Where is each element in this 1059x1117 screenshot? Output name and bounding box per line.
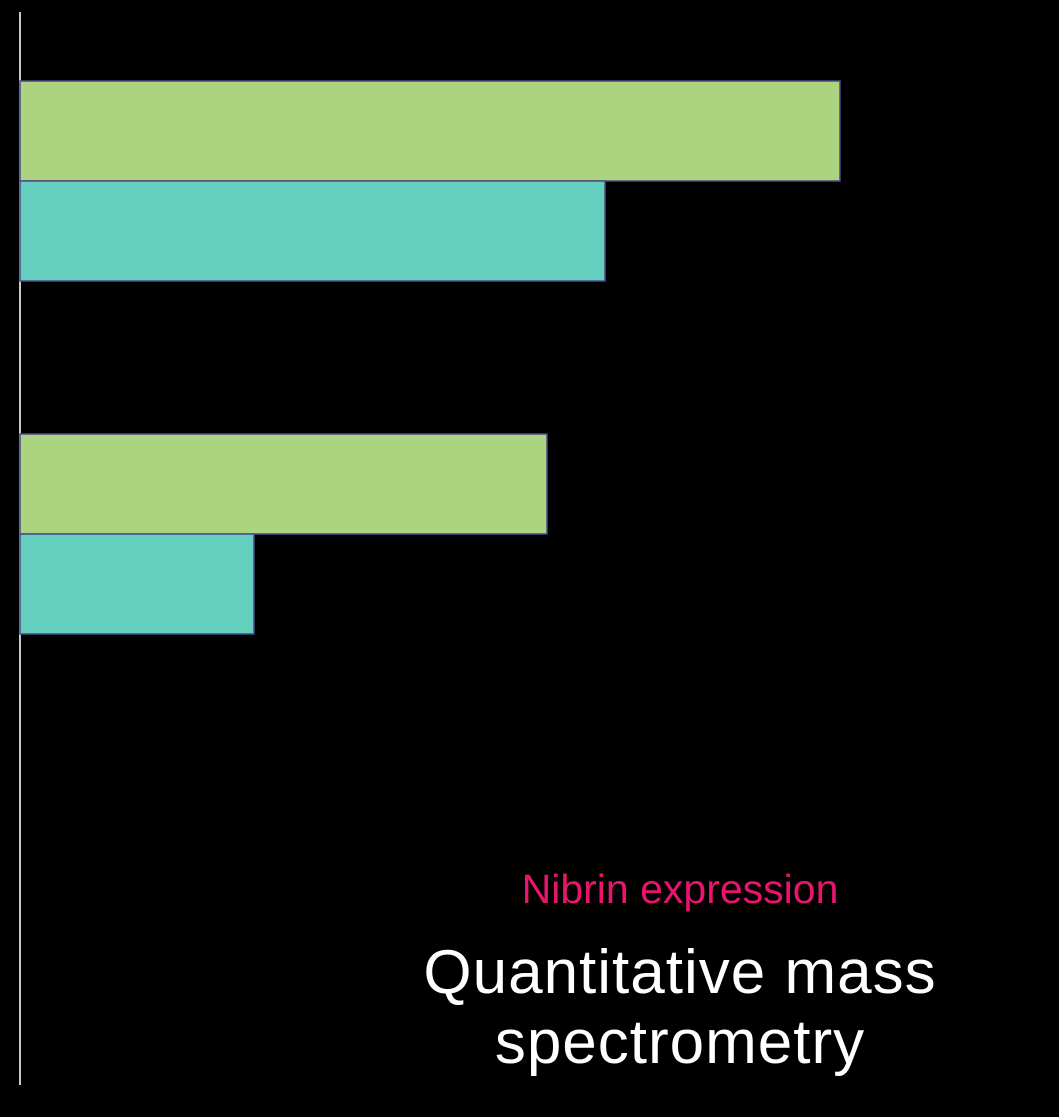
bar-group-2-series-a bbox=[19, 433, 548, 535]
bar-group-1-series-b bbox=[19, 180, 606, 282]
bar-group-2-series-b bbox=[19, 533, 255, 635]
chart-subtitle: Nibrin expression bbox=[521, 866, 839, 912]
bars-group bbox=[19, 80, 841, 635]
bar-group-1-series-a bbox=[19, 80, 841, 182]
chart-title: Quantitative mass spectrometry bbox=[423, 938, 937, 1077]
